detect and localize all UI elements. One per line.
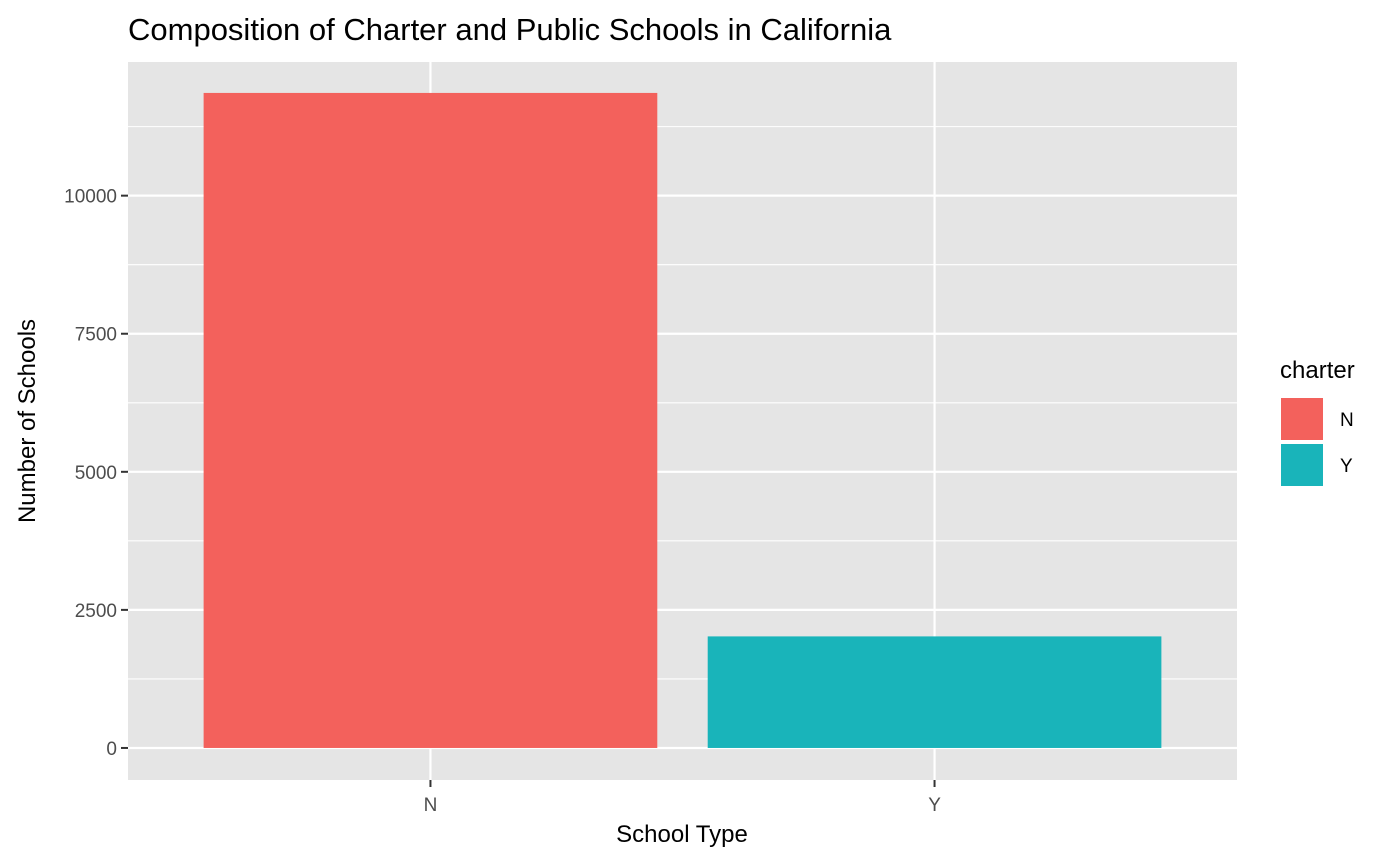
- x-tick-label: N: [424, 795, 438, 816]
- legend-label-n: N: [1340, 410, 1354, 431]
- legend: charter NY: [1279, 357, 1355, 488]
- bars: [203, 92, 1162, 748]
- legend-label-y: Y: [1340, 456, 1353, 477]
- chart-title: Composition of Charter and Public School…: [128, 12, 892, 47]
- legend-key-y: [1279, 442, 1325, 488]
- y-tick-label: 10000: [64, 187, 117, 208]
- y-tick-label: 2500: [75, 601, 117, 622]
- x-axis-title: School Type: [616, 821, 748, 848]
- legend-key-n: [1279, 396, 1325, 442]
- bar-n: [203, 92, 658, 748]
- x-tick-label: Y: [928, 795, 941, 816]
- y-tick-label: 7500: [75, 325, 117, 346]
- legend-title: charter: [1280, 357, 1355, 384]
- y-axis-title: Number of Schools: [14, 319, 41, 523]
- y-axis: 0 2500 5000 7500 10000: [64, 187, 128, 760]
- bar-y: [707, 636, 1162, 748]
- y-tick-label: 0: [106, 739, 117, 760]
- y-tick-label: 5000: [75, 463, 117, 484]
- legend-items: NY: [1279, 396, 1354, 488]
